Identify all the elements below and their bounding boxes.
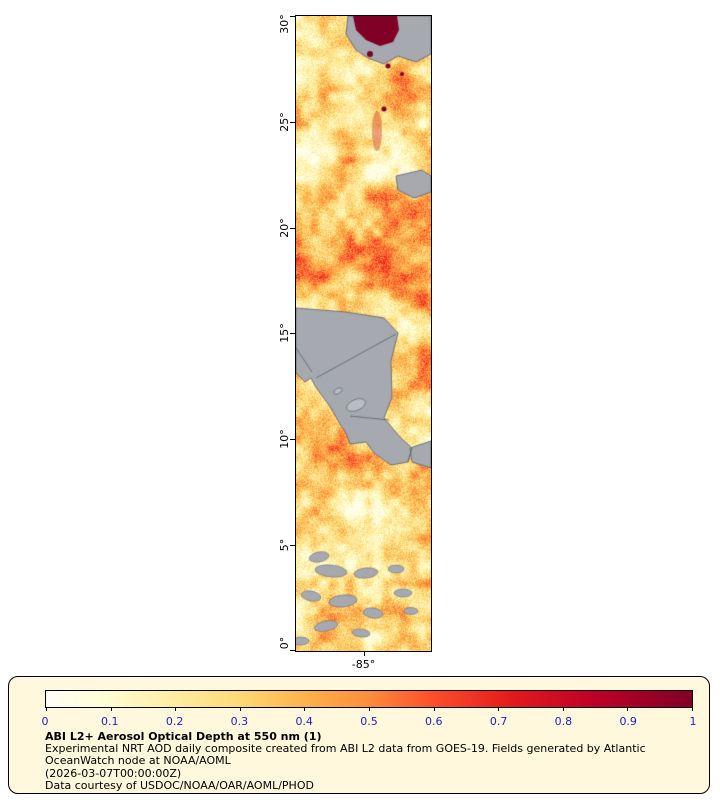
legend-caption: ABI L2+ Aerosol Optical Depth at 550 nm …: [45, 730, 689, 792]
colorbar-tick: [433, 707, 435, 711]
legend-caption-line: OceanWatch node at NOAA/AOML: [45, 754, 231, 768]
y-tick-label: 25°: [278, 112, 291, 132]
y-tick: [290, 16, 295, 17]
y-tick-label: 0°: [278, 636, 291, 650]
colorbar-tick: [304, 707, 306, 711]
colorbar-tick-label: 0.7: [489, 715, 508, 728]
colorbar-tick: [46, 707, 47, 711]
colorbar-tick-label: 0: [41, 715, 49, 728]
colorbar-tick-label: 1: [689, 715, 697, 728]
colorbar-tick: [239, 707, 241, 711]
y-tick: [290, 228, 295, 229]
colorbar-tick-label: 0.1: [101, 715, 119, 728]
y-tick-label: 10°: [278, 429, 291, 449]
y-tick: [290, 439, 295, 440]
x-tick-label: -85°: [351, 658, 376, 671]
y-tick-label: 20°: [278, 218, 291, 238]
colorbar-tick-label: 0.9: [619, 715, 637, 728]
colorbar-tick: [110, 707, 112, 711]
colorbar-tick: [692, 707, 693, 711]
y-tick: [290, 545, 295, 546]
colorbar-tick: [175, 707, 177, 711]
y-tick-label: 30°: [278, 14, 291, 34]
colorbar-tick-label: 0.8: [554, 715, 573, 728]
colorbar-tick: [498, 707, 500, 711]
legend-caption-line: (2026-03-07T00:00:00Z): [45, 766, 182, 780]
map-plot: 30° 25° 20° 15° 10° 5° 0° -85°: [278, 14, 432, 671]
legend-caption-line: Experimental NRT AOD daily composite cre…: [45, 742, 646, 756]
colorbar-tick: [562, 707, 564, 711]
y-tick: [290, 122, 295, 123]
legend-caption-line: Data courtesy of USDOC/NOAA/OAR/AOML/PHO…: [45, 778, 314, 792]
colorbar-tick-label: 0.3: [230, 715, 249, 728]
y-tick-label: 5°: [278, 538, 291, 552]
y-tick: [290, 650, 295, 651]
colorbar-legend: 0 0.1 0.2 0.3 0.4 0.5 0.6 0.7 0.8 0.9 1 …: [8, 676, 710, 794]
colorbar-gradient: [45, 690, 693, 711]
legend-title: ABI L2+ Aerosol Optical Depth at 550 nm …: [45, 730, 322, 743]
colorbar-tick: [369, 707, 370, 711]
colorbar-tick-label: 0.5: [360, 715, 378, 728]
y-tick-label: 15°: [278, 323, 291, 343]
aod-map-canvas: [296, 16, 431, 651]
y-tick: [290, 333, 295, 334]
colorbar-tick-label: 0.4: [295, 715, 313, 728]
colorbar-tick-label: 0.6: [425, 715, 443, 728]
colorbar-tick: [627, 707, 629, 711]
colorbar-tick-label: 0.2: [165, 715, 184, 728]
colorbar-tick-labels: 0 0.1 0.2 0.3 0.4 0.5 0.6 0.7 0.8 0.9 1: [41, 715, 697, 729]
x-tick: [363, 651, 365, 656]
